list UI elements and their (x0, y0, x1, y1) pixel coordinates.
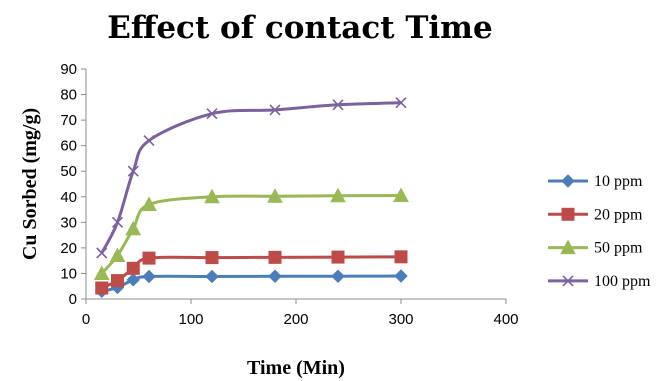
data-point (205, 251, 219, 265)
series-layer (93, 97, 409, 299)
y-ticks: 0 10 20 30 40 50 60 70 80 90 (60, 61, 86, 308)
legend: 10 ppm 20 ppm 50 ppm 100 ppm (548, 173, 651, 290)
series-10-ppm (95, 269, 408, 299)
y-tick-label: 70 (60, 112, 77, 129)
data-point (268, 250, 282, 264)
legend-marker (561, 207, 575, 221)
legend-item: 20 ppm (548, 206, 643, 223)
data-point (142, 269, 156, 284)
legend-item: 100 ppm (548, 273, 651, 290)
data-point (125, 220, 142, 236)
legend-item: 10 ppm (548, 173, 643, 190)
data-point (93, 265, 110, 280)
y-tick-label: 20 (60, 240, 77, 257)
x-tick-label: 0 (82, 311, 90, 328)
y-tick-label: 10 (60, 265, 77, 282)
legend-marker (561, 174, 575, 188)
data-point (143, 134, 155, 147)
y-tick-label: 30 (60, 214, 77, 231)
data-point (393, 187, 409, 202)
data-point (206, 108, 218, 120)
legend-item: 50 ppm (548, 239, 643, 257)
series-line (100, 101, 402, 254)
x-axis-title: Time (Min) (247, 357, 345, 379)
data-point (205, 269, 219, 284)
legend-label: 100 ppm (594, 273, 651, 290)
data-point (268, 269, 282, 283)
data-point (111, 274, 124, 288)
data-point (395, 97, 407, 109)
y-tick-label: 90 (60, 61, 77, 78)
y-tick-label: 0 (69, 291, 77, 308)
data-point (111, 216, 124, 228)
data-point (330, 187, 346, 203)
y-tick-label: 40 (60, 189, 77, 206)
x-ticks: 0 100 200 300 400 (82, 299, 519, 328)
data-point (142, 251, 156, 265)
data-point (394, 250, 408, 264)
data-point (126, 273, 140, 287)
data-point (204, 188, 220, 204)
x-tick-label: 300 (388, 311, 413, 328)
data-point (96, 247, 108, 259)
legend-label: 10 ppm (594, 173, 643, 190)
data-point (95, 281, 109, 295)
legend-label: 50 ppm (594, 240, 643, 257)
data-point (269, 104, 281, 116)
x-tick-label: 200 (283, 311, 308, 328)
legend-marker (562, 275, 574, 287)
x-tick-label: 100 (178, 311, 203, 328)
data-point (267, 188, 283, 203)
chart-title: Effect of contact Time (107, 10, 492, 46)
y-axis-title: Cu Sorbed (mg/g) (19, 108, 41, 260)
y-tick-label: 60 (60, 138, 77, 155)
data-point (141, 196, 157, 211)
data-point (331, 269, 345, 283)
legend-marker (560, 239, 576, 255)
data-point (332, 99, 344, 111)
legend-label: 20 ppm (594, 206, 643, 223)
data-point (109, 247, 126, 263)
data-point (331, 250, 345, 264)
data-point (126, 261, 140, 275)
y-tick-label: 50 (60, 163, 77, 180)
series-100-ppm (96, 97, 407, 259)
data-point (127, 165, 139, 177)
data-point (394, 269, 408, 283)
series-50-ppm (93, 187, 409, 280)
x-tick-label: 400 (493, 311, 518, 328)
series-20-ppm (95, 250, 408, 295)
y-tick-label: 80 (60, 87, 77, 104)
